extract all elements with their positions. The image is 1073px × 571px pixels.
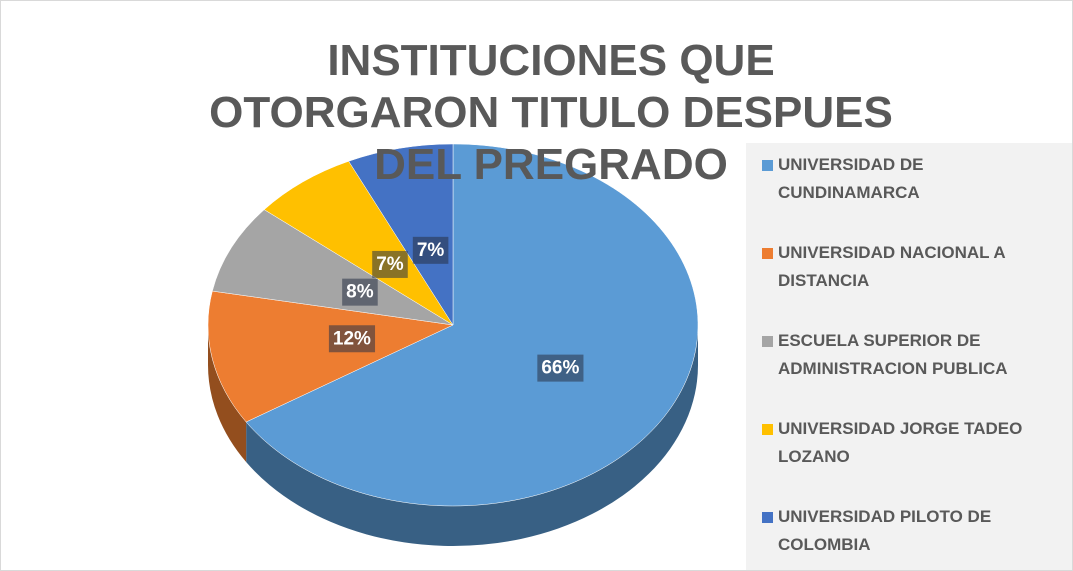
data-label: 12%	[333, 328, 371, 349]
legend-label: UNIVERSIDAD PILOTO DE COLOMBIA	[778, 507, 992, 554]
legend-swatch	[762, 512, 773, 523]
legend-label: UNIVERSIDAD NACIONAL A DISTANCIA	[778, 243, 1005, 290]
legend-item: UNIVERSIDAD JORGE TADEO LOZANO	[746, 415, 1058, 495]
data-label: 8%	[346, 282, 374, 303]
legend-swatch	[762, 336, 773, 347]
legend-swatch	[762, 160, 773, 171]
data-label: 7%	[376, 254, 404, 275]
pie-slice	[245, 143, 699, 507]
data-label-box	[342, 278, 378, 306]
data-label-box	[412, 236, 449, 264]
pie-slice	[207, 290, 454, 423]
pie-side	[208, 325, 247, 462]
pie-side	[246, 325, 699, 546]
data-label-box	[537, 354, 584, 382]
data-label: 66%	[541, 358, 579, 379]
legend: UNIVERSIDAD DE CUNDINAMARCA UNIVERSIDAD N…	[746, 143, 1072, 570]
legend-label: ESCUELA SUPERIOR DE ADMINISTRACION PUBLI…	[778, 331, 1008, 378]
legend-item: ESCUELA SUPERIOR DE ADMINISTRACION PUBLI…	[746, 327, 1058, 407]
data-label: 7%	[417, 240, 445, 261]
pie-slice	[263, 160, 454, 326]
legend-label: UNIVERSIDAD DE CUNDINAMARCA	[778, 155, 924, 202]
pie-slice	[348, 143, 454, 326]
legend-swatch	[762, 424, 773, 435]
chart-title: INSTITUCIONES QUE OTORGARON TITULO DESPU…	[209, 36, 893, 189]
data-label-box	[328, 325, 376, 353]
legend-swatch	[762, 248, 773, 259]
data-label-box	[372, 250, 408, 278]
legend-item: UNIVERSIDAD DE CUNDINAMARCA	[746, 151, 1058, 231]
pie-slice	[212, 209, 454, 326]
legend-item: UNIVERSIDAD NACIONAL A DISTANCIA	[746, 239, 1058, 319]
legend-label: UNIVERSIDAD JORGE TADEO LOZANO	[778, 419, 1023, 466]
legend-item: UNIVERSIDAD PILOTO DE COLOMBIA	[746, 503, 1058, 570]
